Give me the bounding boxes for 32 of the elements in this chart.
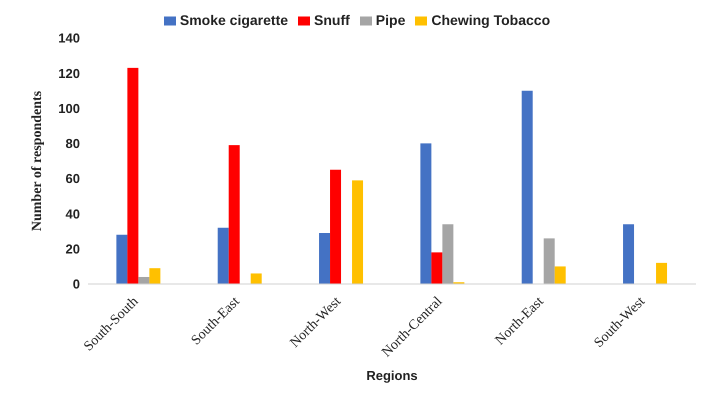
y-tick-label: 80 [66, 136, 80, 152]
y-tick-label: 0 [72, 276, 80, 292]
bar [250, 273, 262, 284]
bar [420, 143, 432, 284]
bar [623, 224, 634, 284]
bar [431, 252, 442, 284]
bar [319, 233, 330, 284]
y-tick-label: 100 [58, 100, 80, 116]
y-tick-label: 20 [66, 241, 80, 256]
legend-label: Chewing Tobacco [431, 12, 550, 28]
bar [352, 180, 364, 284]
legend-label: Snuff [314, 12, 350, 28]
bar [127, 68, 138, 284]
bar [149, 268, 160, 284]
bar [218, 228, 229, 284]
y-tick-label: 40 [66, 206, 80, 222]
y-tick-label: 120 [58, 66, 80, 81]
bar [522, 90, 533, 284]
bar [544, 238, 555, 284]
bar [138, 276, 150, 284]
y-tick-label: 60 [66, 171, 80, 186]
bar [330, 170, 342, 284]
y-axis-title: Number of respondents [30, 90, 45, 232]
bar [228, 145, 240, 284]
bar [442, 224, 454, 284]
x-axis-title: Regions [366, 368, 418, 383]
bar [554, 266, 566, 284]
bar [116, 234, 128, 284]
legend-label: Pipe [376, 12, 406, 28]
legend-label: Smoke cigarette [180, 12, 288, 28]
bar [656, 262, 668, 284]
y-tick-label: 140 [58, 30, 80, 46]
